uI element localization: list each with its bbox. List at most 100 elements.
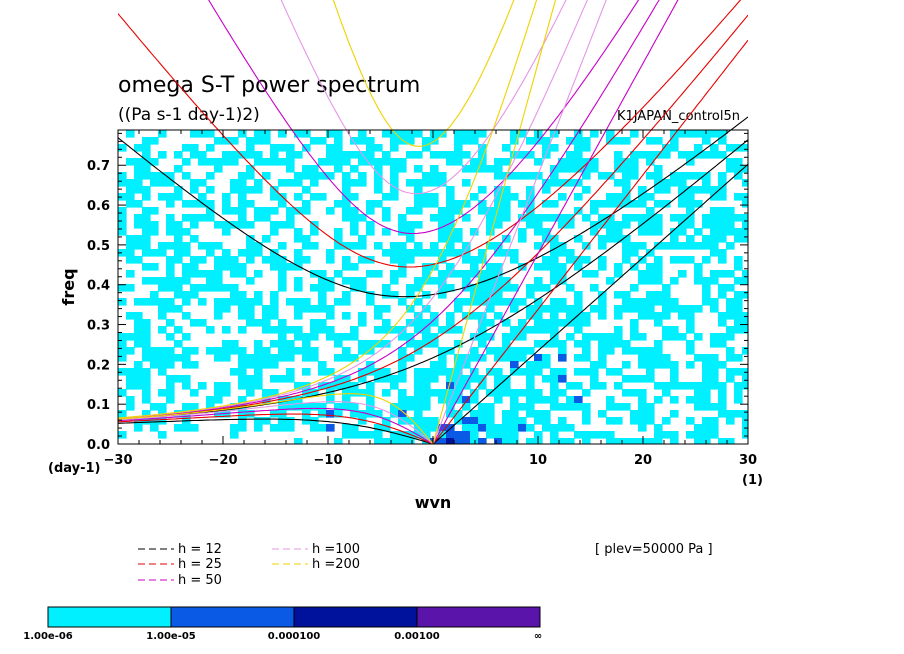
shading-cell xyxy=(422,403,431,411)
shading-cell xyxy=(438,284,447,292)
shading-cell xyxy=(622,172,631,180)
shading-cell xyxy=(702,431,711,439)
shading-cell xyxy=(398,158,407,166)
shading-cell xyxy=(710,207,719,215)
shading-cell xyxy=(158,354,167,362)
shading-cell xyxy=(654,242,663,250)
shading-cell xyxy=(150,424,159,432)
shading-cell xyxy=(662,284,671,292)
curve-ig xyxy=(118,116,748,298)
shading-cell xyxy=(190,424,199,432)
shading-cell xyxy=(694,228,703,236)
shading-cell xyxy=(174,193,183,201)
shading-cell xyxy=(614,382,623,390)
shading-cell xyxy=(262,158,271,166)
shading-cell xyxy=(326,284,335,292)
shading-cell xyxy=(126,249,135,257)
shading-cell xyxy=(686,319,695,327)
shading-cell xyxy=(238,270,247,278)
shading-cell xyxy=(486,270,495,278)
shading-cell xyxy=(486,410,495,418)
shading-cell xyxy=(126,284,135,292)
shading-cell xyxy=(390,291,399,299)
shading-cell xyxy=(326,144,335,152)
shading-cell xyxy=(134,179,143,187)
shading-cell xyxy=(702,221,711,229)
shading-cell xyxy=(142,144,151,152)
shading-cell xyxy=(430,151,439,159)
shading-cell xyxy=(638,312,647,320)
shading-cell xyxy=(702,284,711,292)
shading-cell xyxy=(662,242,671,250)
legend-label: h =200 xyxy=(312,557,360,572)
shading-cell xyxy=(422,291,431,299)
shading-cell xyxy=(470,193,479,201)
shading-cell xyxy=(742,270,748,278)
shading-cell xyxy=(726,144,735,152)
shading-cell xyxy=(406,354,415,362)
shading-cell xyxy=(214,382,223,390)
shading-cell xyxy=(390,277,399,285)
shading-cell xyxy=(478,354,487,362)
shading-cell xyxy=(622,249,631,257)
shading-cell xyxy=(630,158,639,166)
shading-cell xyxy=(278,424,287,432)
shading-cell xyxy=(454,431,463,439)
shading-cell xyxy=(686,200,695,208)
shading-cell xyxy=(638,361,647,369)
shading-cell xyxy=(414,417,423,425)
shading-cell xyxy=(654,172,663,180)
shading-cell xyxy=(566,424,575,432)
shading-cell xyxy=(478,256,487,264)
shading-cell xyxy=(638,438,647,444)
shading-cell xyxy=(502,417,511,425)
shading-cell xyxy=(118,221,127,229)
shading-cell xyxy=(734,326,743,334)
shading-cell xyxy=(606,200,615,208)
shading-cell xyxy=(710,193,719,201)
shading-cell xyxy=(118,284,127,292)
shading-cell xyxy=(182,347,191,355)
shading-cell xyxy=(582,340,591,348)
shading-cell xyxy=(462,165,471,173)
shading-cell xyxy=(382,438,391,444)
shading-cell xyxy=(694,403,703,411)
shading-cell xyxy=(302,130,311,138)
shading-cell xyxy=(518,354,527,362)
shading-cell xyxy=(678,312,687,320)
shading-cell xyxy=(694,242,703,250)
shading-cell xyxy=(238,151,247,159)
shading-cell xyxy=(342,172,351,180)
shading-cell xyxy=(126,375,135,383)
shading-cell xyxy=(630,438,639,444)
shading-cell xyxy=(406,221,415,229)
shading-cell xyxy=(166,389,175,397)
shading-cell xyxy=(702,389,711,397)
shading-cell xyxy=(670,305,679,313)
shading-cell xyxy=(694,263,703,271)
shading-cell xyxy=(310,389,319,397)
shading-cell xyxy=(214,137,223,145)
shading-cell xyxy=(270,389,279,397)
shading-cell xyxy=(246,221,255,229)
shading-cell xyxy=(142,319,151,327)
shading-cell xyxy=(446,193,455,201)
shading-cell xyxy=(486,417,495,425)
shading-cell xyxy=(414,221,423,229)
shading-cell xyxy=(126,403,135,411)
shading-cell xyxy=(718,291,727,299)
shading-cell xyxy=(214,242,223,250)
shading-cell xyxy=(118,333,127,341)
shading-cell xyxy=(726,221,735,229)
shading-cell xyxy=(270,312,279,320)
shading-cell xyxy=(598,340,607,348)
shading-cell xyxy=(142,389,151,397)
shading-cell xyxy=(406,340,415,348)
shading-cell xyxy=(350,242,359,250)
shading-cell xyxy=(502,249,511,257)
shading-cell xyxy=(238,382,247,390)
shading-cell xyxy=(614,333,623,341)
shading-cell xyxy=(118,368,127,376)
shading-cell xyxy=(374,312,383,320)
shading-cell xyxy=(134,165,143,173)
